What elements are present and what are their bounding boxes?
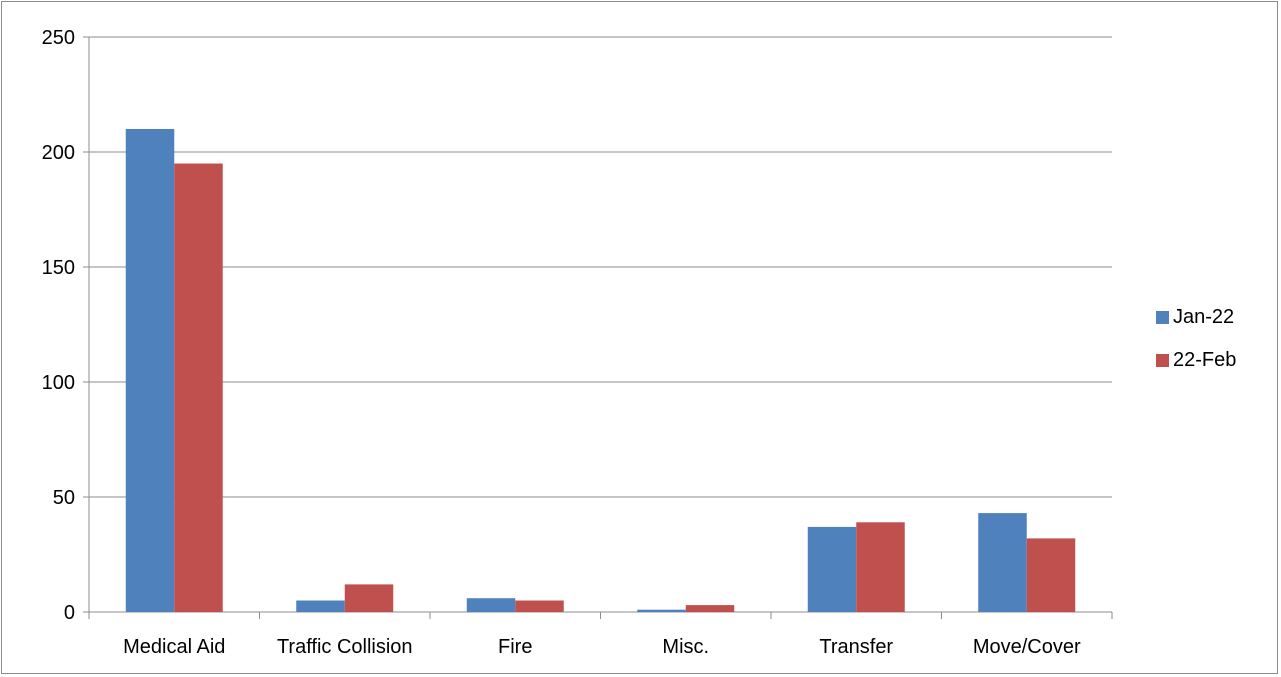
bar-22-feb bbox=[344, 584, 394, 612]
bar-jan-22 bbox=[637, 609, 686, 612]
y-tick-label: 100 bbox=[42, 372, 75, 394]
bar-22-feb bbox=[174, 163, 223, 612]
y-tick-labels: 0 50 100 150 200 250 bbox=[42, 27, 75, 624]
y-tick-label: 50 bbox=[53, 487, 75, 509]
bar-22-feb bbox=[685, 605, 735, 612]
y-tick-label: 250 bbox=[42, 27, 75, 49]
legend: Jan-22 22-Feb bbox=[1156, 306, 1236, 371]
bar-22-feb bbox=[1026, 538, 1076, 612]
legend-label: 22-Feb bbox=[1173, 349, 1236, 371]
legend-swatch bbox=[1156, 354, 1169, 367]
bar-jan-22 bbox=[296, 600, 345, 612]
y-tick-label: 0 bbox=[64, 602, 75, 624]
x-tick-label: Traffic Collision bbox=[277, 636, 413, 658]
x-tick-label: Misc. bbox=[662, 636, 709, 658]
bar-jan-22 bbox=[125, 129, 175, 612]
y-tick-label: 150 bbox=[42, 257, 75, 279]
y-tick-label: 200 bbox=[42, 142, 75, 164]
bar-22-feb bbox=[856, 522, 905, 612]
gridlines bbox=[89, 36, 1112, 498]
bars bbox=[125, 129, 1076, 612]
x-tick-label: Move/Cover bbox=[973, 636, 1081, 658]
legend-label: Jan-22 bbox=[1173, 306, 1234, 328]
x-tick-label: Fire bbox=[498, 636, 532, 658]
x-tick-label: Medical Aid bbox=[123, 636, 225, 658]
bar-22-feb bbox=[515, 600, 564, 612]
legend-swatch bbox=[1156, 311, 1169, 324]
axes bbox=[83, 36, 1113, 619]
x-tick-label: Transfer bbox=[819, 636, 893, 658]
bar-jan-22 bbox=[978, 513, 1027, 612]
x-tick-labels: Medical Aid Traffic Collision Fire Misc. Tra… bbox=[123, 636, 1081, 658]
bar-jan-22 bbox=[466, 598, 516, 612]
bar-jan-22 bbox=[807, 526, 857, 612]
